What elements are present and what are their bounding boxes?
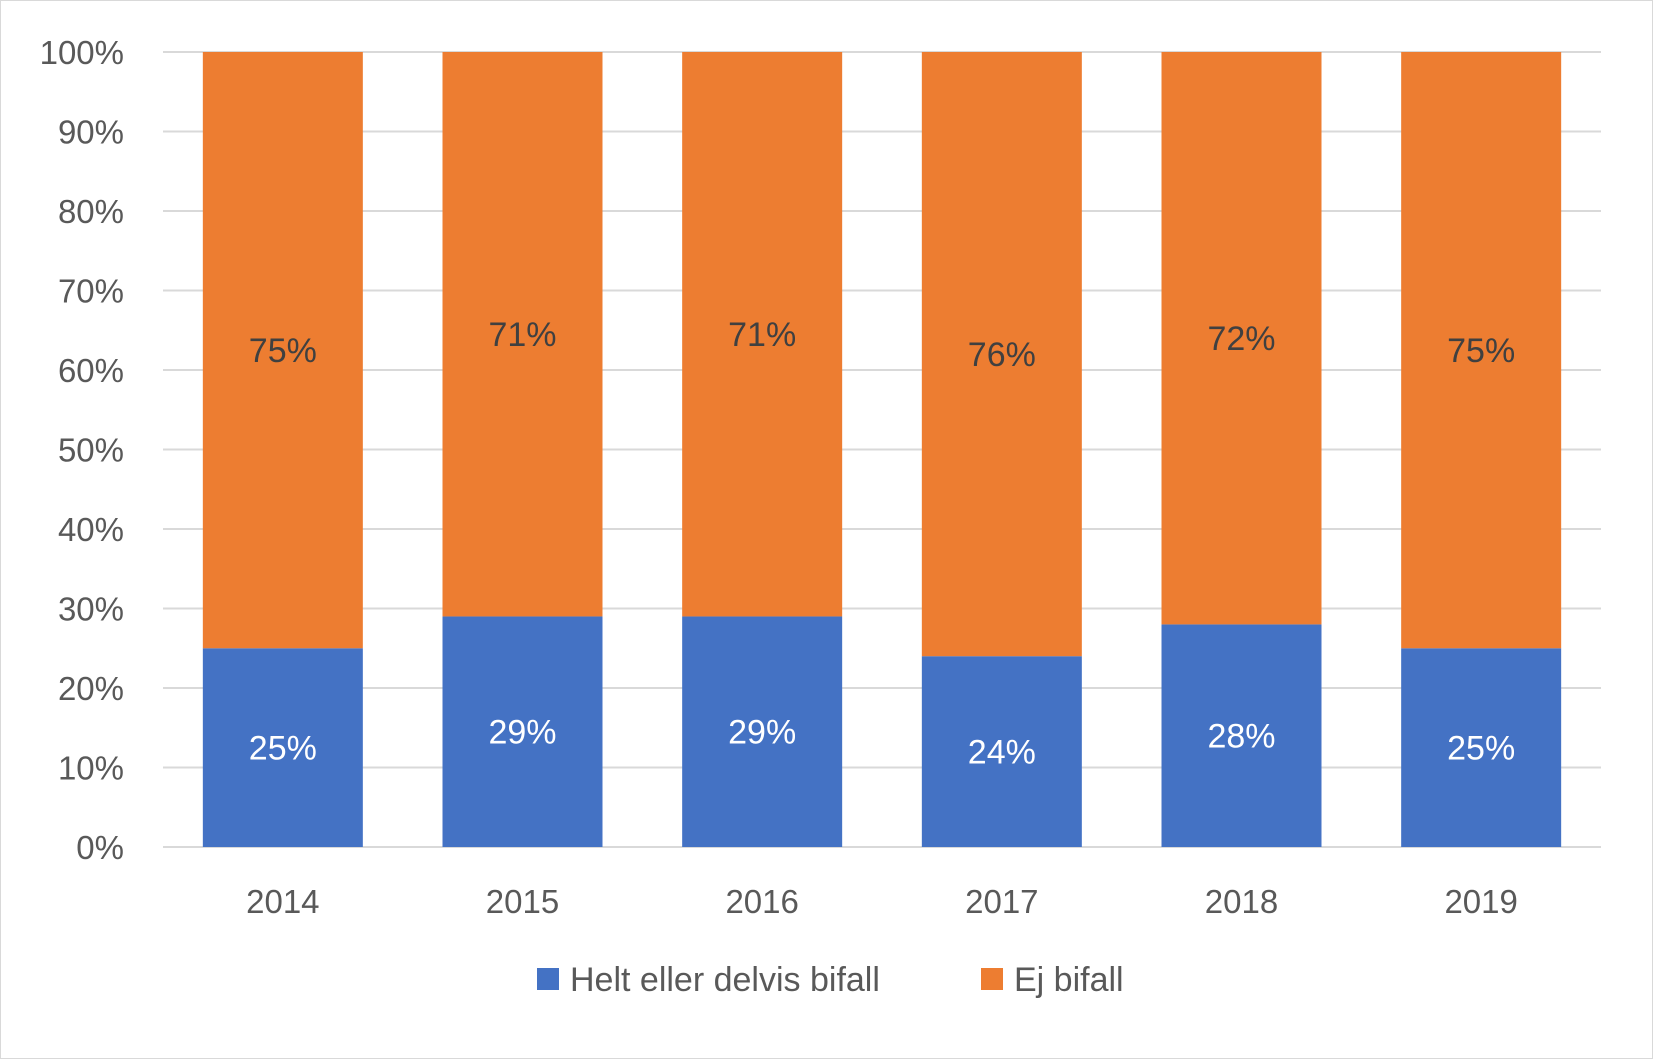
data-label: 75% bbox=[249, 332, 317, 370]
y-axis-ticks: 0% 10% 20% 30% 40% 50% 60% 70% 80% 90% 100% bbox=[40, 34, 124, 866]
x-tick-label: 2015 bbox=[486, 883, 559, 920]
y-tick-label: 20% bbox=[58, 670, 124, 707]
x-tick-label: 2017 bbox=[965, 883, 1038, 920]
gridlines bbox=[163, 51, 1601, 848]
y-tick-label: 0% bbox=[76, 829, 124, 866]
bar-segment bbox=[682, 616, 843, 847]
bar-segment bbox=[202, 648, 363, 847]
bar-segment bbox=[1161, 52, 1322, 625]
x-tick-label: 2018 bbox=[1205, 883, 1278, 920]
y-tick-label: 80% bbox=[58, 193, 124, 230]
data-label: 71% bbox=[728, 316, 796, 354]
data-label: 28% bbox=[1207, 718, 1275, 756]
legend: Helt eller delvis bifall Ej bifall bbox=[537, 961, 1124, 999]
bar-segment bbox=[921, 52, 1082, 657]
bars: 25% 75% 29% 71% 29% 71% 24% 76% 28% 72% 25% 75% bbox=[202, 52, 1562, 847]
x-tick-label: 2014 bbox=[246, 883, 319, 920]
data-label: 76% bbox=[968, 336, 1036, 374]
data-label: 29% bbox=[728, 714, 796, 752]
data-label: 75% bbox=[1447, 332, 1515, 370]
y-tick-label: 70% bbox=[58, 273, 124, 310]
y-tick-label: 90% bbox=[58, 114, 124, 151]
y-tick-label: 100% bbox=[40, 34, 124, 71]
data-label: 24% bbox=[968, 734, 1036, 772]
bar-segment bbox=[682, 52, 843, 617]
legend-label: Ej bifall bbox=[1014, 961, 1124, 999]
legend-label: Helt eller delvis bifall bbox=[570, 961, 880, 999]
legend-swatch bbox=[537, 968, 559, 990]
bar-segment bbox=[1401, 648, 1562, 847]
x-axis-ticks: 2014 2015 2016 2017 2018 2019 bbox=[246, 883, 1518, 920]
bar-segment bbox=[1161, 624, 1322, 847]
bar-segment bbox=[202, 52, 363, 649]
data-label: 72% bbox=[1207, 320, 1275, 358]
y-tick-label: 60% bbox=[58, 352, 124, 389]
y-tick-label: 40% bbox=[58, 511, 124, 548]
x-tick-label: 2016 bbox=[725, 883, 798, 920]
y-tick-label: 30% bbox=[58, 591, 124, 628]
data-label: 25% bbox=[249, 730, 317, 768]
bar-segment bbox=[442, 52, 603, 617]
y-tick-label: 10% bbox=[58, 750, 124, 787]
data-label: 71% bbox=[488, 316, 556, 354]
x-tick-label: 2019 bbox=[1444, 883, 1517, 920]
data-label: 25% bbox=[1447, 730, 1515, 768]
y-tick-label: 50% bbox=[58, 432, 124, 469]
bar-segment bbox=[442, 616, 603, 847]
data-label: 29% bbox=[488, 714, 556, 752]
legend-swatch bbox=[981, 968, 1003, 990]
bar-segment bbox=[921, 656, 1082, 847]
bar-segment bbox=[1401, 52, 1562, 649]
